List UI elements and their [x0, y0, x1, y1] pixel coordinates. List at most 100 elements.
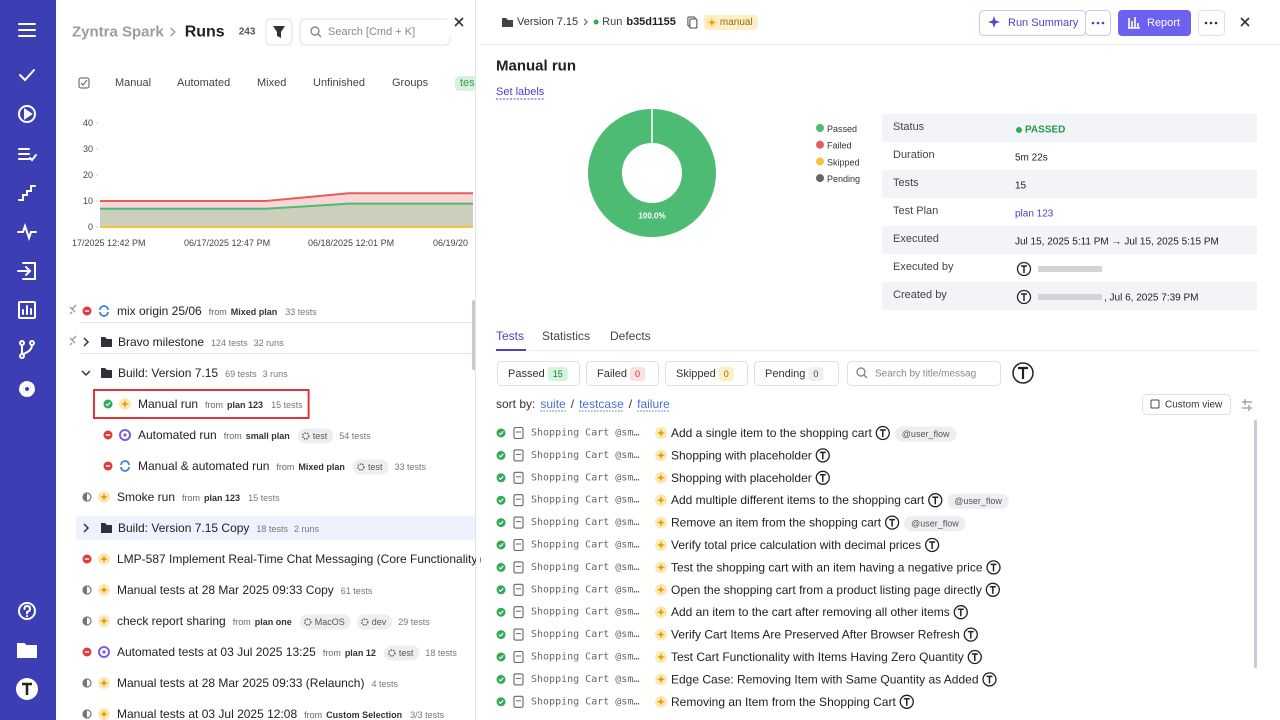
dot — [1101, 21, 1105, 25]
user-avatar[interactable] — [16, 678, 38, 700]
check — [105, 402, 111, 407]
expand-chevron[interactable] — [83, 523, 90, 533]
from-label: from — [205, 400, 223, 410]
plan-name: plan one — [255, 617, 292, 627]
test-title[interactable]: Open the shopping cart from a product li… — [671, 583, 982, 597]
left-mask — [476, 0, 480, 720]
tab-chip — [455, 76, 479, 91]
status-icon — [496, 585, 506, 595]
check — [498, 498, 504, 503]
test-title[interactable]: Add an item to the cart after removing a… — [671, 605, 950, 619]
report-label: Report — [1147, 17, 1180, 29]
icon-stroke — [17, 222, 37, 242]
sparkle — [657, 518, 665, 527]
sort-option[interactable]: suite — [540, 397, 566, 411]
plan-name: plan 123 — [204, 493, 240, 503]
test-title[interactable]: Test Cart Functionality with Items Havin… — [671, 650, 964, 664]
avatar-mark — [957, 608, 964, 617]
expand-chevron[interactable] — [83, 337, 90, 347]
sidebar-nav-button[interactable] — [18, 301, 36, 319]
avatar-mark — [903, 698, 910, 706]
filter-count-bg — [629, 367, 645, 381]
y-tick-label: 0 — [88, 222, 93, 232]
test-title[interactable]: Add multiple different items to the shop… — [671, 493, 925, 507]
sidebar-nav-button[interactable] — [17, 262, 36, 280]
run-count: 32 runs — [254, 338, 285, 348]
test-title[interactable]: Shopping with placeholder — [671, 471, 812, 485]
run-type-icon — [655, 539, 667, 551]
test-title[interactable]: Remove an item from the shopping cart — [671, 516, 882, 530]
test-tag: @user_flow — [904, 516, 966, 532]
assignee-filter[interactable] — [1012, 362, 1034, 384]
status-passed — [496, 607, 506, 617]
detail-value: plan 123 — [1015, 209, 1054, 220]
sidebar-nav-button[interactable] — [17, 643, 37, 658]
sort-option[interactable]: testcase — [579, 397, 624, 411]
run-title: LMP-587 Implement Real-Time Chat Messagi… — [117, 552, 481, 566]
sidebar-nav-button[interactable] — [18, 602, 36, 620]
tag-icon — [361, 618, 369, 626]
avatar-mark — [989, 586, 996, 594]
test-suite: Shopping Cart @sm… — [531, 584, 639, 595]
close-icon[interactable] — [1240, 17, 1250, 27]
test-tag: @user_flow — [947, 493, 1009, 509]
test-icon — [513, 583, 524, 596]
status-passed — [496, 428, 506, 438]
test-assignee — [924, 537, 940, 553]
sidebar-nav-button[interactable] — [19, 340, 35, 359]
status-icon — [103, 430, 113, 440]
sparkle — [657, 541, 665, 549]
test-assignee — [884, 515, 900, 530]
sidebar-nav-button[interactable] — [18, 148, 37, 162]
sidebar-nav-button[interactable] — [19, 69, 35, 82]
test-title[interactable]: Verify total price calculation with deci… — [671, 538, 921, 552]
status-passed — [496, 473, 506, 483]
report-button[interactable] — [1118, 10, 1191, 36]
run-type-icon — [119, 398, 131, 410]
detail-label: Status — [893, 121, 925, 133]
run-type-icon — [98, 584, 110, 596]
icon-stroke — [24, 108, 33, 120]
test-title[interactable]: Removing an Item from the Shopping Cart — [671, 695, 896, 709]
custom-view-button[interactable] — [1142, 394, 1231, 415]
trend-line — [100, 202, 473, 210]
status-passed — [496, 674, 506, 684]
sidebar-nav-button[interactable] — [17, 222, 37, 242]
donut-label: 100.0% — [638, 212, 665, 221]
run-count: 15 tests — [248, 493, 280, 503]
test-search-box[interactable] — [847, 361, 1001, 386]
status-icon — [496, 674, 506, 684]
sort-option[interactable]: failure — [637, 397, 670, 411]
settings-icon[interactable] — [1242, 399, 1252, 411]
detail-row-bg — [882, 170, 1257, 198]
test-title[interactable]: Test the shopping cart with an item havi… — [671, 560, 983, 574]
test-title[interactable]: Shopping with placeholder — [671, 448, 812, 462]
test-tag-bg — [894, 426, 957, 442]
from-label: from — [209, 307, 227, 317]
check — [498, 699, 504, 705]
sidebar-nav-button[interactable] — [19, 381, 35, 397]
plan-name: Mixed plan — [231, 307, 278, 317]
plan-name: Mixed plan — [298, 462, 345, 472]
sidebar-nav-button[interactable] — [18, 105, 36, 123]
run-type-icon — [655, 449, 667, 462]
run-count: 29 tests — [398, 617, 430, 627]
legend-swatch — [816, 157, 824, 166]
status-icon — [82, 647, 92, 657]
test-title[interactable]: Verify Cart Items Are Preserved After Br… — [671, 628, 960, 642]
test-title[interactable]: Add a single item to the shopping cart — [671, 426, 872, 440]
sidebar-nav-button[interactable] — [18, 23, 36, 37]
sparkle — [100, 555, 108, 563]
copy-icon — [689, 18, 698, 29]
test-assignee — [899, 694, 914, 709]
test-title[interactable]: Edge Case: Removing Item with Same Quant… — [671, 672, 979, 686]
test-tag-text: @user_flow — [911, 519, 959, 529]
run-count: 18 tests — [256, 524, 288, 534]
sidebar-nav-button[interactable] — [18, 185, 36, 201]
test-tag-text: @user_flow — [954, 496, 1002, 506]
half — [83, 493, 87, 501]
status-icon — [496, 630, 506, 640]
expand-chevron[interactable] — [81, 370, 91, 377]
run-type-icon — [119, 429, 131, 441]
status-icon — [103, 461, 113, 471]
